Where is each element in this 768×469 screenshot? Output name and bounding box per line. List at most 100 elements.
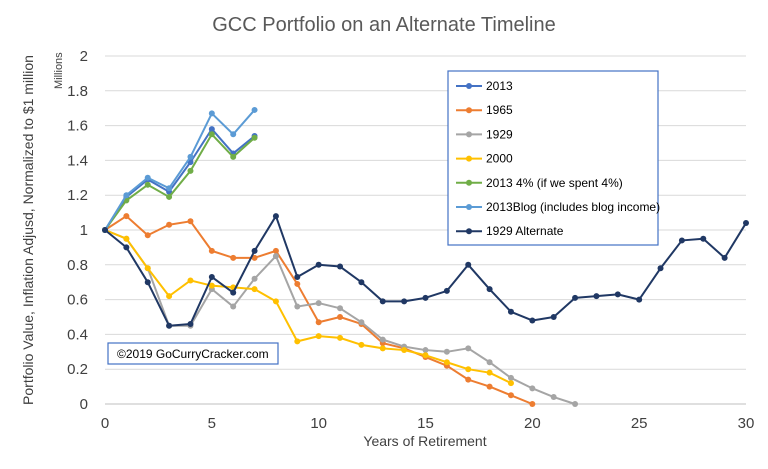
data-point	[208, 273, 215, 280]
data-point	[208, 247, 215, 254]
y-units-label: Millions	[53, 52, 65, 89]
y-tick-label: 1.8	[67, 83, 88, 100]
y-tick-label: 0	[80, 396, 88, 413]
data-point	[187, 153, 194, 160]
data-point	[166, 293, 173, 300]
data-point	[550, 394, 557, 401]
y-tick-labels: 0 0.2 0.4 0.6 0.8 1 1.2 1.4 1.6 1.8 2	[67, 48, 88, 413]
data-point	[208, 126, 215, 133]
legend-item: 1965	[456, 103, 513, 117]
data-point	[144, 174, 151, 181]
legend-item: 2000	[456, 152, 513, 166]
data-point	[123, 244, 130, 251]
data-point	[721, 254, 728, 261]
data-point	[230, 289, 237, 296]
legend-swatch-marker	[466, 131, 472, 138]
data-point	[166, 322, 173, 329]
data-point	[315, 333, 322, 340]
data-point	[251, 275, 258, 282]
data-point	[251, 134, 258, 141]
data-point	[358, 341, 365, 348]
data-point	[251, 254, 258, 261]
data-point	[294, 338, 301, 345]
data-point	[230, 254, 237, 261]
data-point	[144, 279, 151, 286]
data-point	[614, 291, 621, 298]
data-point	[465, 376, 472, 383]
legend-frame	[447, 70, 659, 246]
data-point	[144, 181, 151, 188]
data-point	[294, 273, 301, 280]
data-point	[465, 366, 472, 373]
data-point	[550, 314, 557, 320]
data-point	[230, 153, 237, 160]
chart-title: GCC Portfolio on an Alternate Timeline	[212, 14, 556, 36]
data-point	[700, 235, 707, 242]
data-point	[657, 265, 664, 272]
data-point	[272, 298, 279, 305]
data-point	[593, 293, 600, 300]
legend-label: 2013	[486, 79, 513, 93]
data-point	[251, 247, 258, 254]
data-point	[208, 110, 215, 117]
data-point	[572, 294, 579, 301]
data-point	[379, 298, 386, 305]
data-point	[507, 392, 514, 399]
data-point	[144, 232, 151, 239]
data-point	[230, 303, 237, 310]
legend-swatch-marker	[466, 83, 472, 89]
data-point	[272, 253, 279, 260]
data-point	[251, 106, 258, 113]
data-point	[401, 298, 408, 305]
credit-box-frame	[107, 342, 279, 365]
legend-label: 2013Blog (includes blog income)	[486, 200, 660, 214]
data-point	[123, 213, 130, 220]
y-tick-label: 0.6	[67, 292, 88, 309]
data-point	[123, 235, 130, 242]
data-point	[315, 319, 322, 326]
data-point	[187, 218, 194, 225]
data-point	[529, 317, 536, 324]
data-point	[272, 213, 279, 220]
legend-item: 1929 Alternate	[456, 224, 564, 238]
series-line	[104, 133, 256, 231]
data-point	[401, 347, 408, 354]
data-point	[529, 385, 536, 392]
data-point	[315, 300, 322, 307]
data-point	[187, 320, 194, 327]
data-point	[678, 237, 685, 244]
data-point	[166, 221, 173, 228]
legend-item: 2013Blog (includes blog income)	[456, 200, 660, 214]
data-point	[358, 319, 365, 326]
data-point	[507, 374, 514, 381]
data-point	[272, 247, 279, 254]
y-tick-label: 0.4	[67, 326, 88, 343]
data-point	[486, 286, 493, 293]
x-tick-label: 15	[417, 415, 434, 432]
legend-label: 2013 4% (if we spent 4%)	[486, 176, 623, 190]
x-tick-label: 30	[738, 415, 755, 432]
data-point	[486, 369, 493, 376]
legend-label: 2000	[486, 152, 513, 166]
data-point	[465, 261, 472, 268]
legend-items: 2013 1965 1929 2000 2013 4% (if we spent 4%)…	[456, 79, 660, 238]
y-tick-label: 1.2	[67, 187, 88, 204]
series-line	[104, 109, 256, 231]
data-point	[443, 359, 450, 366]
legend-swatch-marker	[466, 107, 472, 114]
y-tick-label: 1	[80, 222, 88, 239]
data-point	[443, 348, 450, 355]
data-point	[187, 167, 194, 174]
data-point	[358, 279, 365, 286]
y-tick-label: 0.8	[67, 257, 88, 274]
series-line	[104, 128, 256, 231]
data-point	[337, 314, 344, 320]
series-layer	[102, 106, 749, 407]
legend-item: 1929	[456, 127, 513, 141]
data-point	[337, 263, 344, 270]
data-point	[208, 282, 215, 289]
data-point	[422, 347, 429, 354]
data-point	[422, 352, 429, 359]
legend-swatch-marker	[466, 155, 472, 162]
